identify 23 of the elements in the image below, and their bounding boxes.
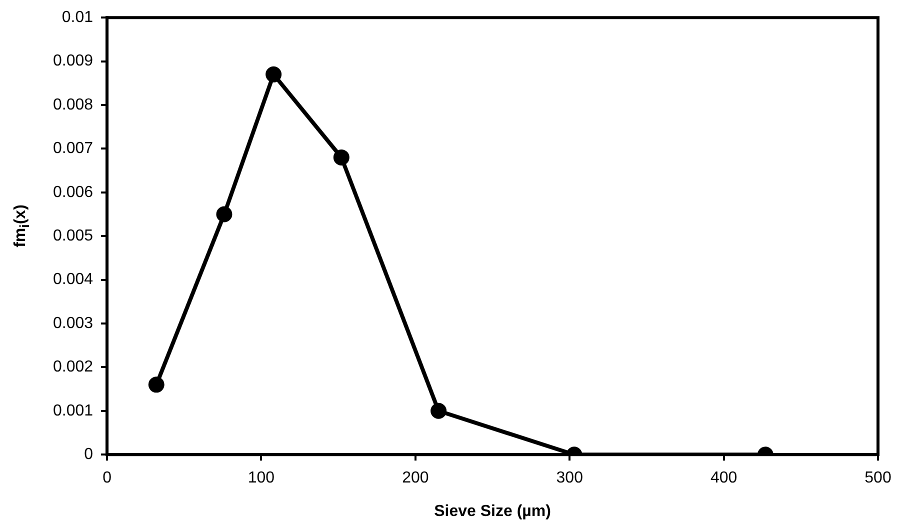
point xyxy=(430,402,447,419)
x-tick-label: 500 xyxy=(864,470,892,487)
point xyxy=(266,66,282,82)
point xyxy=(148,376,164,393)
y-tick-label: 0.005 xyxy=(52,228,94,245)
point xyxy=(333,149,350,166)
y-tick-label: 0 xyxy=(84,446,94,464)
x-tick-label: 0 xyxy=(102,470,112,487)
y-tick-label: 0.007 xyxy=(52,140,94,158)
y-tick-label: 0.009 xyxy=(52,52,94,70)
point xyxy=(216,206,232,222)
y-tick-label: 0.006 xyxy=(52,184,94,201)
y-tick-label: 0.008 xyxy=(52,96,94,114)
y-tick-label: 0.004 xyxy=(52,271,94,288)
y-tick-label: 0.001 xyxy=(52,402,94,420)
x-tick-label: 400 xyxy=(710,470,738,487)
x-tick-label: 300 xyxy=(556,470,584,487)
y-tick-label: 0.003 xyxy=(52,314,94,332)
x-tick-label: 200 xyxy=(402,470,429,487)
x-tick-label: 100 xyxy=(248,470,275,487)
y-tick-label: 0.01 xyxy=(62,9,94,26)
y-tick-label: 0.002 xyxy=(52,358,94,376)
x-axis-title: Sieve Size (µm) xyxy=(434,502,551,520)
